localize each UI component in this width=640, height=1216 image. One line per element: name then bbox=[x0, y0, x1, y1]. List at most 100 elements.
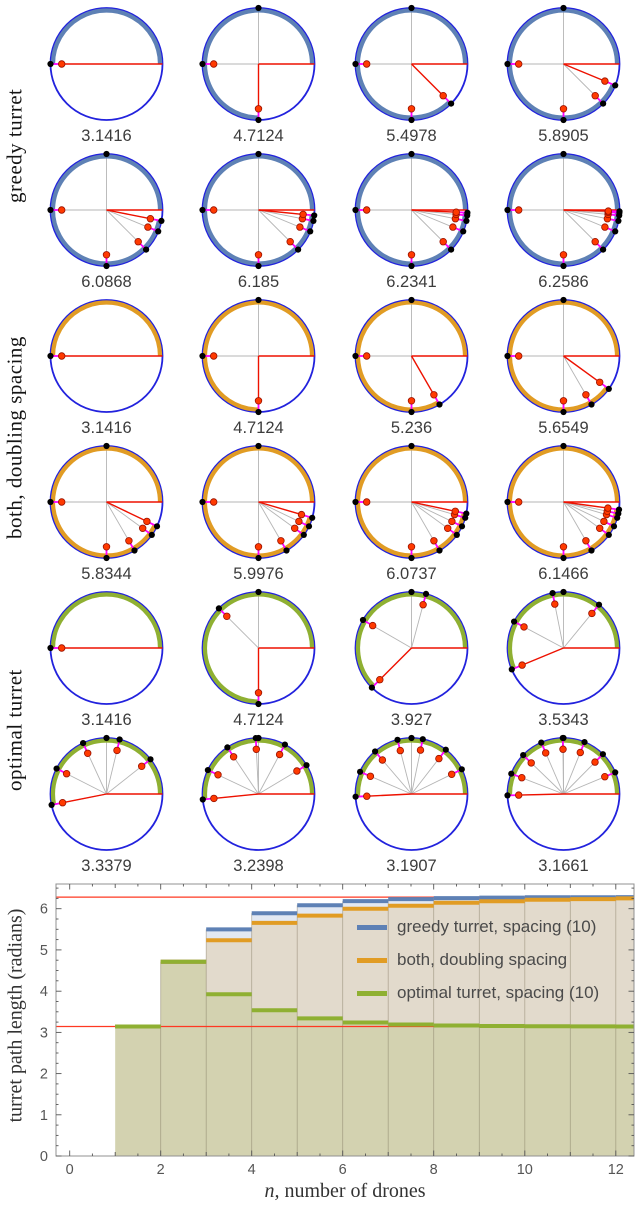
diagram-cell: 5.236 bbox=[335, 292, 488, 438]
diagram-cell: 5.6549 bbox=[488, 292, 640, 438]
diagram-cell: 6.2586 bbox=[488, 146, 640, 292]
path-length-value: 6.2341 bbox=[386, 273, 436, 291]
path-length-value: 6.0737 bbox=[386, 565, 436, 583]
drone-dots bbox=[352, 442, 470, 562]
turret-diagram: 6.2341 bbox=[352, 150, 471, 291]
drone-dots bbox=[47, 150, 165, 270]
step-lines bbox=[115, 895, 634, 1029]
drone-dots bbox=[508, 588, 603, 673]
intercept-dots bbox=[210, 60, 263, 113]
turret-final-direction bbox=[563, 63, 606, 82]
intercept-dots bbox=[210, 745, 301, 803]
diagram-cell: 3.1416 bbox=[30, 584, 183, 730]
turret-final-direction bbox=[563, 501, 609, 509]
turret-path-arc bbox=[50, 592, 162, 649]
drone-dots bbox=[359, 588, 429, 691]
turret-final-direction bbox=[366, 793, 412, 797]
group-label-greedy-turret: greedy turret bbox=[2, 88, 27, 204]
legend-item: optimal turret, spacing (10) bbox=[357, 983, 599, 1003]
path-length-value: 3.5343 bbox=[539, 711, 589, 729]
turret-path-arc bbox=[355, 446, 467, 558]
turret-diagram: 5.4978 bbox=[352, 4, 469, 145]
legend-swatch bbox=[357, 990, 387, 996]
intercept-dots bbox=[515, 60, 609, 113]
turret-diagram: 3.1416 bbox=[47, 7, 164, 145]
diagram-cell: 4.7124 bbox=[183, 584, 336, 730]
turret-diagram: 3.927 bbox=[354, 588, 469, 729]
drone-dots bbox=[504, 4, 619, 124]
turret-final-direction bbox=[411, 501, 456, 512]
turret-final-direction bbox=[518, 793, 564, 796]
turret-final-direction bbox=[62, 793, 107, 804]
turret-diagram: 5.8344 bbox=[47, 442, 164, 583]
legend-label: greedy turret, spacing (10) bbox=[397, 917, 597, 936]
svg-text:12: 12 bbox=[608, 1162, 624, 1178]
drone-dots bbox=[199, 4, 262, 124]
chart-legend: greedy turret, spacing (10) both, doublin… bbox=[357, 917, 599, 1003]
diagram-cell: 5.8905 bbox=[488, 0, 640, 146]
legend-item: both, doubling spacing bbox=[357, 950, 599, 970]
group-label-optimal-turret: optimal turret bbox=[2, 669, 27, 791]
drone-dots bbox=[216, 588, 262, 708]
turret-path-arc bbox=[355, 300, 467, 412]
legend-swatch bbox=[357, 924, 387, 930]
drone-dots bbox=[47, 442, 160, 562]
svg-text:3: 3 bbox=[40, 1025, 48, 1041]
turret-diagram: 3.3379 bbox=[48, 734, 164, 875]
drone-dots bbox=[47, 352, 54, 360]
turret-path-arc bbox=[50, 300, 162, 357]
turret-path-arc bbox=[508, 446, 620, 558]
drone-dots bbox=[352, 150, 471, 270]
svg-text:6: 6 bbox=[339, 1162, 347, 1178]
svg-text:10: 10 bbox=[517, 1162, 533, 1178]
diagram-cell: 3.1416 bbox=[30, 292, 183, 438]
diagram-cell: 4.7124 bbox=[183, 292, 336, 438]
intercept-dots bbox=[58, 746, 146, 807]
turret-diagram: 6.185 bbox=[199, 150, 318, 291]
turret-diagram: 5.8905 bbox=[504, 4, 621, 145]
diagram-cell: 6.2341 bbox=[335, 146, 488, 292]
turret-path-arc bbox=[355, 592, 467, 688]
intercept-dots bbox=[57, 498, 151, 551]
turret-diagram: 5.6549 bbox=[504, 296, 621, 437]
svg-text:5: 5 bbox=[40, 943, 48, 959]
drone-dots bbox=[47, 60, 54, 68]
diagram-cell: 3.1907 bbox=[335, 730, 488, 876]
turret-diagram: 3.1661 bbox=[504, 734, 621, 875]
radius-lines bbox=[362, 592, 427, 688]
path-length-value: 3.1416 bbox=[81, 711, 131, 729]
diagram-cell: 3.927 bbox=[335, 584, 488, 730]
legend-swatch bbox=[357, 957, 387, 963]
intercept-dots bbox=[210, 206, 308, 259]
diagram-cell: 6.0868 bbox=[30, 146, 183, 292]
diagram-cell: 6.185 bbox=[183, 146, 336, 292]
turret-diagram: 3.2398 bbox=[199, 734, 316, 875]
intercept-dots bbox=[223, 612, 263, 697]
drone-dots bbox=[504, 150, 623, 270]
x-axis-label: n, number of drones bbox=[264, 1180, 426, 1202]
turret-path-arc bbox=[355, 8, 467, 120]
turret-diagram: 3.1416 bbox=[47, 299, 164, 437]
drone-dots bbox=[199, 442, 316, 562]
path-length-value: 3.1416 bbox=[81, 419, 131, 437]
diagram-cell: 5.9976 bbox=[183, 438, 336, 584]
axis-ticks bbox=[56, 884, 634, 1157]
svg-text:0: 0 bbox=[40, 1149, 48, 1165]
svg-text:6: 6 bbox=[40, 902, 48, 918]
svg-text:4: 4 bbox=[40, 984, 48, 1000]
path-length-value: 3.1416 bbox=[81, 127, 131, 145]
path-length-value: 6.185 bbox=[238, 273, 279, 291]
intercept-dots bbox=[57, 60, 66, 68]
y-axis-label: turret path length (radians) bbox=[4, 908, 27, 1123]
legend-label: optimal turret, spacing (10) bbox=[397, 983, 600, 1002]
path-length-value: 5.8905 bbox=[539, 127, 589, 145]
drone-dots bbox=[199, 150, 318, 270]
turret-path-arc bbox=[50, 738, 162, 805]
drone-dots bbox=[352, 4, 454, 124]
turret-final-direction bbox=[379, 647, 412, 681]
drone-dots bbox=[199, 734, 310, 803]
turret-final-direction bbox=[563, 355, 601, 383]
path-length-value: 4.7124 bbox=[234, 711, 284, 729]
